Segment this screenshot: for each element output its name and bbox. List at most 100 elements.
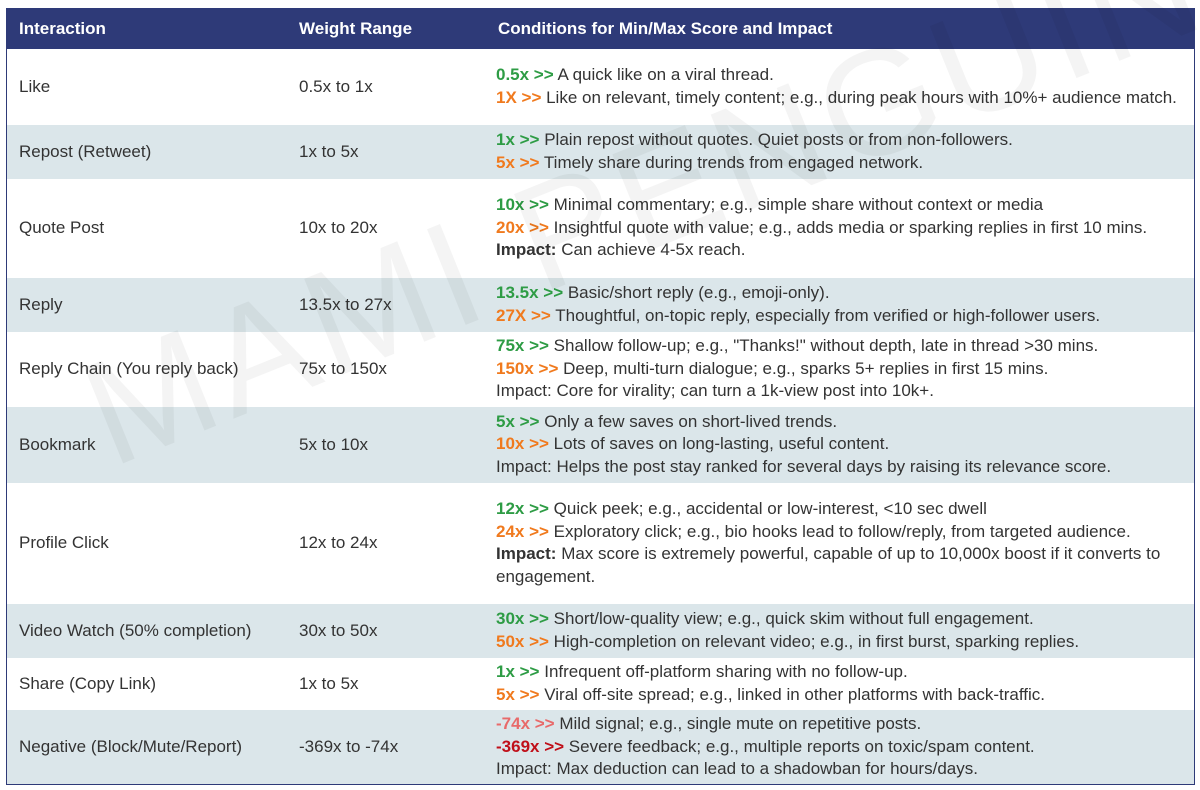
- conditions-cell: -74x >> Mild signal; e.g., single mute o…: [486, 710, 1194, 784]
- condition-marker: 10x >>: [496, 434, 549, 454]
- table-row: Share (Copy Link) 1x to 5x 1x >> Infrequen…: [7, 658, 1194, 710]
- conditions-cell: 5x >> Only a few saves on short-lived tr…: [486, 407, 1194, 483]
- interaction-weights-table: Interaction Weight Range Conditions for …: [7, 9, 1194, 784]
- conditions-cell: 12x >> Quick peek; e.g., accidental or l…: [486, 483, 1194, 604]
- conditions-cell: 0.5x >> A quick like on a viral thread. 1…: [486, 49, 1194, 125]
- condition-line: 24x >> Exploratory click; e.g., bio hook…: [496, 521, 1188, 544]
- condition-text: Max score is extremely powerful, capable…: [496, 544, 1161, 586]
- condition-text: A quick like on a viral thread.: [553, 65, 774, 84]
- condition-line: 1X >> Like on relevant, timely content; …: [496, 87, 1188, 110]
- weight-range-cell: 13.5x to 27x: [287, 278, 486, 332]
- condition-line: Impact: Core for virality; can turn a 1k…: [496, 380, 1188, 403]
- condition-marker: 30x >>: [496, 609, 549, 628]
- conditions-cell: 75x >> Shallow follow-up; e.g., "Thanks!…: [486, 332, 1194, 407]
- condition-line: 75x >> Shallow follow-up; e.g., "Thanks!…: [496, 335, 1188, 358]
- weight-range-cell: 12x to 24x: [299, 533, 378, 553]
- conditions-cell: 1x >> Infrequent off-platform sharing wi…: [486, 658, 1194, 710]
- condition-line: 5x >> Only a few saves on short-lived tr…: [496, 411, 1188, 434]
- table-row: Quote Post 10x to 20x 10x >> Minimal comme…: [7, 179, 1194, 278]
- condition-text: High-completion on relevant video; e.g.,…: [548, 631, 1080, 651]
- interaction-cell: Reply Chain (You reply back): [19, 359, 239, 379]
- condition-text: Impact: Max deduction can lead to a shad…: [496, 759, 978, 779]
- condition-marker: 1x >>: [496, 662, 540, 681]
- condition-text: Deep, multi-turn dialogue; e.g., sparks …: [558, 358, 1049, 378]
- condition-marker: 5x >>: [496, 411, 540, 431]
- condition-marker: 20x >>: [496, 217, 549, 237]
- condition-text: Can achieve 4-5x reach.: [556, 240, 746, 260]
- condition-marker: 0.5x >>: [496, 65, 554, 84]
- condition-marker: 5x >>: [496, 684, 540, 704]
- condition-text: Only a few saves on short-lived trends.: [539, 411, 838, 431]
- weight-range-cell: 5x to 10x: [287, 407, 486, 483]
- condition-marker: 1X >>: [496, 87, 542, 107]
- condition-line: Impact: Can achieve 4-5x reach.: [496, 239, 1188, 262]
- condition-marker: 1x >>: [496, 130, 540, 149]
- condition-line: -74x >> Mild signal; e.g., single mute o…: [496, 713, 1188, 736]
- condition-line: Impact: Helps the post stay ranked for s…: [496, 456, 1188, 479]
- interaction-cell: Repost (Retweet): [7, 125, 287, 179]
- condition-text: Basic/short reply (e.g., emoji-only).: [563, 283, 830, 302]
- condition-marker: 24x >>: [496, 521, 549, 541]
- condition-text: Severe feedback; e.g., multiple reports …: [564, 736, 1035, 756]
- condition-line: 13.5x >> Basic/short reply (e.g., emoji-…: [496, 282, 1188, 305]
- condition-text: Minimal commentary; e.g., simple share w…: [548, 195, 1044, 215]
- weight-range-cell: 1x to 5x: [299, 673, 359, 693]
- interaction-cell: Reply: [7, 278, 287, 332]
- table-body: Like 0.5x to 1x 0.5x >> A quick like on a …: [7, 49, 1194, 784]
- condition-text: Mild signal; e.g., single mute on repeti…: [554, 714, 922, 734]
- interaction-cell: Like: [19, 76, 51, 96]
- interaction-cell: Bookmark: [7, 407, 287, 483]
- condition-line: 20x >> Insightful quote with value; e.g.…: [496, 217, 1188, 240]
- table-row: Video Watch (50% completion) 30x to 50x 30…: [7, 604, 1194, 658]
- condition-marker: 75x >>: [496, 336, 549, 356]
- header-conditions: Conditions for Min/Max Score and Impact: [486, 9, 1194, 49]
- condition-line: 1x >> Plain repost without quotes. Quiet…: [496, 129, 1188, 152]
- condition-marker: -369x >>: [496, 736, 565, 756]
- condition-text: Plain repost without quotes. Quiet posts…: [539, 130, 1013, 149]
- condition-line: 150x >> Deep, multi-turn dialogue; e.g.,…: [496, 358, 1188, 381]
- table-header: Interaction Weight Range Conditions for …: [7, 9, 1194, 49]
- condition-marker: 50x >>: [496, 631, 549, 651]
- conditions-cell: 1x >> Plain repost without quotes. Quiet…: [486, 125, 1194, 179]
- condition-marker: 150x >>: [496, 358, 559, 378]
- table-row: Reply Chain (You reply back) 75x to 150x 7…: [7, 332, 1194, 407]
- table-row: Like 0.5x to 1x 0.5x >> A quick like on a …: [7, 49, 1194, 125]
- interaction-cell: Video Watch (50% completion): [7, 604, 287, 658]
- header-interaction: Interaction: [7, 9, 287, 49]
- weight-range-cell: 0.5x to 1x: [299, 76, 373, 96]
- condition-line: 10x >> Lots of saves on long-lasting, us…: [496, 433, 1188, 456]
- condition-line: Impact: Max deduction can lead to a shad…: [496, 758, 1188, 781]
- condition-text: Impact: Helps the post stay ranked for s…: [496, 456, 1112, 476]
- conditions-cell: 30x >> Short/low-quality view; e.g., qui…: [486, 604, 1194, 658]
- conditions-cell: 13.5x >> Basic/short reply (e.g., emoji-…: [486, 278, 1194, 332]
- weight-range-cell: 30x to 50x: [287, 604, 486, 658]
- condition-marker: 12x >>: [496, 499, 549, 518]
- condition-line: 27X >> Thoughtful, on-topic reply, espec…: [496, 305, 1188, 328]
- table-row: Reply 13.5x to 27x 13.5x >> Basic/short re…: [7, 278, 1194, 332]
- condition-text: Insightful quote with value; e.g., adds …: [548, 217, 1148, 237]
- condition-text: Timely share during trends from engaged …: [539, 152, 924, 172]
- condition-marker: 10x >>: [496, 195, 549, 215]
- condition-line: 12x >> Quick peek; e.g., accidental or l…: [496, 498, 1188, 521]
- condition-line: 50x >> High-completion on relevant video…: [496, 631, 1188, 654]
- condition-line: 1x >> Infrequent off-platform sharing wi…: [496, 661, 1188, 684]
- condition-text: Thoughtful, on-topic reply, especially f…: [550, 305, 1101, 325]
- condition-line: Impact: Max score is extremely powerful,…: [496, 543, 1188, 588]
- condition-marker: 13.5x >>: [496, 283, 564, 302]
- weight-range-cell: 75x to 150x: [299, 359, 387, 379]
- weight-range-cell: 1x to 5x: [287, 125, 486, 179]
- condition-line: 10x >> Minimal commentary; e.g., simple …: [496, 194, 1188, 217]
- conditions-cell: 10x >> Minimal commentary; e.g., simple …: [486, 179, 1194, 278]
- condition-line: 0.5x >> A quick like on a viral thread.: [496, 64, 1188, 87]
- interaction-cell: Profile Click: [19, 533, 109, 553]
- interaction-weights-table-frame: Interaction Weight Range Conditions for …: [6, 8, 1195, 785]
- weight-range-cell: -369x to -74x: [287, 710, 486, 784]
- condition-line: -369x >> Severe feedback; e.g., multiple…: [496, 736, 1188, 759]
- header-weight-range: Weight Range: [287, 9, 486, 49]
- condition-text: Shallow follow-up; e.g., "Thanks!" witho…: [548, 336, 1099, 356]
- condition-line: 30x >> Short/low-quality view; e.g., qui…: [496, 608, 1188, 631]
- condition-line: 5x >> Timely share during trends from en…: [496, 152, 1188, 175]
- condition-marker: Impact:: [496, 240, 557, 260]
- condition-text: Quick peek; e.g., accidental or low-inte…: [548, 499, 987, 518]
- condition-text: Impact: Core for virality; can turn a 1k…: [496, 381, 934, 401]
